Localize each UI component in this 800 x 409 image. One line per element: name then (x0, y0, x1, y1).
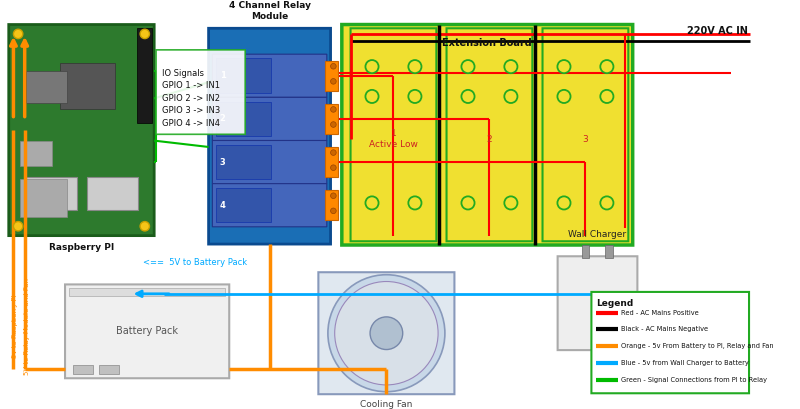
Bar (73, 365, 93, 375)
Circle shape (504, 60, 518, 73)
Text: 220V AC IN: 220V AC IN (687, 27, 748, 36)
Text: 3: 3 (582, 135, 588, 144)
Bar (325, 104, 338, 134)
Circle shape (504, 90, 518, 103)
Bar (216, 102, 271, 136)
FancyBboxPatch shape (542, 28, 628, 241)
Text: 5v to Raspberry PI: 5v to Raspberry PI (12, 295, 18, 358)
Text: Red - AC Mains Positive: Red - AC Mains Positive (622, 310, 699, 316)
Circle shape (366, 60, 378, 73)
Bar (69, 288, 226, 296)
Text: 2: 2 (486, 135, 492, 144)
Circle shape (600, 60, 614, 73)
Circle shape (330, 150, 336, 155)
Text: Legend: Legend (596, 299, 634, 308)
Circle shape (558, 90, 570, 103)
Circle shape (334, 281, 438, 385)
FancyBboxPatch shape (212, 54, 327, 97)
Text: 5V to Relay Module and Fan: 5V to Relay Module and Fan (23, 278, 30, 375)
Text: Green - Signal Connections from PI to Relay: Green - Signal Connections from PI to Re… (622, 377, 767, 383)
Text: IO Signals
GPIO 1 -> IN1
GPIO 2 -> IN2
GPIO 3 -> IN3
GPIO 4 -> IN4: IO Signals GPIO 1 -> IN1 GPIO 2 -> IN2 G… (162, 69, 220, 128)
FancyBboxPatch shape (212, 141, 327, 184)
Text: Battery Pack: Battery Pack (116, 326, 178, 336)
Bar (87, 177, 138, 210)
Circle shape (504, 196, 518, 209)
Circle shape (558, 60, 570, 73)
Circle shape (558, 196, 570, 209)
Bar (138, 28, 152, 123)
Text: Blue - 5v from Wall Charger to Battery: Blue - 5v from Wall Charger to Battery (622, 360, 749, 366)
Bar (325, 147, 338, 177)
Text: 4: 4 (220, 201, 226, 210)
Bar (60, 63, 115, 109)
Text: Cooling Fan: Cooling Fan (360, 400, 413, 409)
Bar (216, 188, 271, 222)
Circle shape (330, 165, 336, 171)
Circle shape (330, 107, 336, 112)
Bar (325, 61, 338, 91)
Text: 1: 1 (220, 71, 226, 80)
Circle shape (462, 60, 474, 73)
FancyBboxPatch shape (350, 28, 436, 241)
Circle shape (330, 122, 336, 127)
Bar (26, 177, 77, 210)
Circle shape (330, 79, 336, 84)
Circle shape (330, 193, 336, 198)
Text: Extension Board: Extension Board (442, 38, 532, 48)
Text: >: > (590, 299, 606, 317)
FancyBboxPatch shape (65, 284, 230, 378)
FancyBboxPatch shape (342, 25, 633, 245)
Text: 1
Active Low: 1 Active Low (369, 129, 418, 149)
Circle shape (140, 29, 150, 38)
Circle shape (408, 60, 422, 73)
FancyBboxPatch shape (212, 97, 327, 141)
Bar (20, 141, 52, 166)
Circle shape (328, 275, 445, 392)
Text: 2: 2 (220, 115, 226, 124)
Text: Black - AC Mains Negative: Black - AC Mains Negative (622, 326, 709, 333)
Circle shape (370, 317, 402, 350)
Bar (216, 58, 271, 93)
Bar (26, 71, 67, 103)
Text: Wall Charger: Wall Charger (569, 230, 626, 239)
Circle shape (462, 196, 474, 209)
Circle shape (408, 90, 422, 103)
FancyBboxPatch shape (591, 292, 749, 393)
FancyBboxPatch shape (9, 25, 154, 236)
FancyBboxPatch shape (318, 272, 454, 394)
Text: 3: 3 (220, 157, 226, 166)
FancyBboxPatch shape (156, 50, 245, 134)
Circle shape (462, 90, 474, 103)
Bar (325, 190, 338, 220)
Bar (582, 245, 589, 258)
Circle shape (600, 90, 614, 103)
Text: 4 Channel Relay
Module: 4 Channel Relay Module (229, 1, 310, 21)
Circle shape (600, 196, 614, 209)
FancyBboxPatch shape (209, 28, 330, 244)
Circle shape (366, 196, 378, 209)
Text: Raspberry PI: Raspberry PI (49, 243, 114, 252)
Circle shape (330, 208, 336, 213)
Circle shape (14, 29, 23, 38)
Circle shape (140, 222, 150, 231)
Bar (99, 365, 119, 375)
Circle shape (408, 196, 422, 209)
Bar (20, 179, 67, 217)
FancyBboxPatch shape (558, 256, 638, 350)
FancyBboxPatch shape (212, 184, 327, 227)
Text: Orange - 5v From Battery to PI, Relay and Fan: Orange - 5v From Battery to PI, Relay an… (622, 343, 774, 349)
Text: <==  5V to Battery Pack: <== 5V to Battery Pack (143, 258, 247, 267)
Bar (216, 145, 271, 179)
Circle shape (330, 63, 336, 69)
Circle shape (366, 90, 378, 103)
Bar (606, 245, 613, 258)
FancyBboxPatch shape (446, 28, 532, 241)
Circle shape (14, 222, 23, 231)
